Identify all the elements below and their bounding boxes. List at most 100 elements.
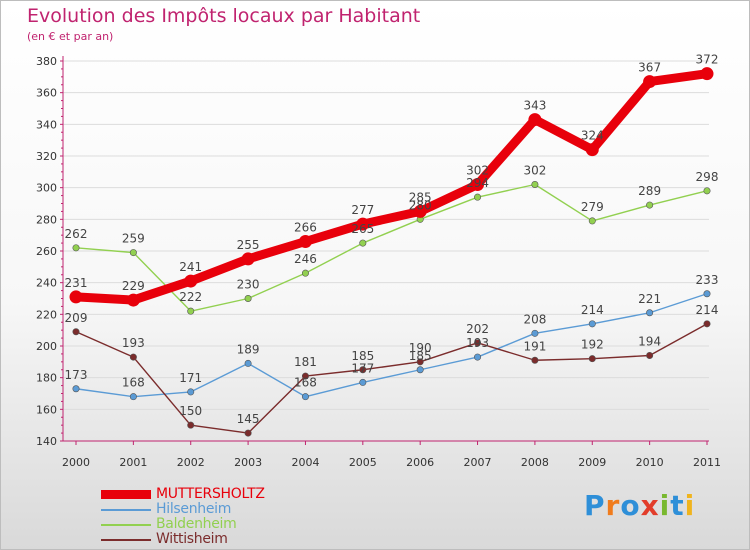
data-point-hilsenheim (244, 359, 252, 367)
data-point-wittisheim (703, 320, 711, 328)
data-label-baldenheim: 298 (696, 170, 719, 184)
y-tick-label: 160 (36, 403, 57, 416)
data-label-baldenheim: 230 (237, 278, 260, 292)
x-tick-label: 2008 (521, 456, 549, 469)
series-line-muttersholtz (71, 69, 712, 305)
data-label-wittisheim: 193 (122, 336, 145, 350)
data-point-baldenheim (129, 249, 137, 257)
data-label-muttersholtz: 324 (581, 129, 604, 143)
data-label-baldenheim: 302 (523, 164, 546, 178)
y-tick-label: 300 (36, 182, 57, 195)
data-point-wittisheim (301, 372, 309, 380)
data-point-baldenheim (588, 217, 596, 225)
data-label-baldenheim: 279 (581, 200, 604, 214)
data-label-hilsenheim: 168 (122, 376, 145, 390)
y-tick-label: 180 (36, 372, 57, 385)
data-label-wittisheim: 191 (523, 339, 546, 353)
data-point-baldenheim (703, 187, 711, 195)
x-tick-label: 2007 (464, 456, 492, 469)
data-label-wittisheim: 194 (638, 335, 661, 349)
data-label-hilsenheim: 173 (65, 368, 88, 382)
data-point-wittisheim (244, 429, 252, 437)
data-label-muttersholtz: 302 (466, 164, 489, 178)
y-tick-label: 380 (36, 55, 57, 68)
data-label-wittisheim: 192 (581, 338, 604, 352)
data-point-muttersholtz (298, 235, 312, 248)
data-point-baldenheim (72, 244, 80, 252)
data-point-wittisheim (474, 339, 482, 347)
data-point-hilsenheim (72, 385, 80, 393)
data-point-baldenheim (474, 193, 482, 201)
legend-label: Wittisheim (156, 531, 228, 547)
data-label-muttersholtz: 285 (409, 190, 432, 204)
series-line-wittisheim (75, 323, 708, 434)
data-point-muttersholtz (471, 178, 485, 191)
data-point-hilsenheim (416, 366, 424, 374)
legend-label: Baldenheim (156, 516, 237, 532)
data-label-muttersholtz: 343 (523, 99, 546, 113)
series-line-hilsenheim (75, 293, 708, 398)
data-label-hilsenheim: 193 (466, 336, 489, 350)
data-label-wittisheim: 202 (466, 322, 489, 336)
data-point-hilsenheim (474, 353, 482, 361)
data-label-hilsenheim: 208 (523, 312, 546, 326)
data-label-hilsenheim: 214 (581, 303, 604, 317)
chart-subtitle: (en € et par an) (27, 30, 114, 43)
y-tick-label: 360 (36, 87, 57, 100)
data-point-muttersholtz (356, 217, 370, 231)
x-tick-label: 2006 (406, 456, 434, 469)
x-tick-label: 2005 (349, 456, 377, 469)
data-label-muttersholtz: 372 (696, 53, 719, 67)
data-point-muttersholtz (643, 75, 657, 89)
legend-item-baldenheim: Baldenheim (101, 517, 265, 532)
data-point-wittisheim (359, 366, 367, 374)
data-label-wittisheim: 145 (237, 412, 260, 426)
data-label-hilsenheim: 185 (409, 349, 432, 363)
data-label-muttersholtz: 367 (638, 61, 661, 75)
data-label-hilsenheim: 221 (638, 292, 661, 306)
data-point-wittisheim (588, 355, 596, 363)
legend-item-muttersholtz: MUTTERSHOLTZ (101, 487, 265, 502)
data-label-hilsenheim: 189 (237, 342, 260, 356)
x-tick-label: 2009 (578, 456, 606, 469)
legend-swatch (101, 508, 151, 511)
data-point-baldenheim (359, 239, 367, 247)
data-point-hilsenheim (703, 290, 711, 298)
data-label-baldenheim: 259 (122, 232, 145, 246)
data-label-wittisheim: 181 (294, 355, 317, 369)
legend-item-wittisheim: Wittisheim (101, 532, 265, 547)
data-label-muttersholtz: 277 (351, 203, 374, 217)
data-point-baldenheim (301, 269, 309, 277)
y-tick-label: 280 (36, 213, 57, 226)
y-tick-label: 220 (36, 308, 57, 321)
data-label-wittisheim: 214 (696, 303, 719, 317)
data-point-hilsenheim (646, 309, 654, 317)
data-point-muttersholtz (413, 204, 427, 218)
data-label-muttersholtz: 231 (65, 276, 88, 290)
data-label-hilsenheim: 233 (696, 273, 719, 287)
data-point-muttersholtz (126, 293, 140, 307)
x-tick-label: 2002 (177, 456, 205, 469)
data-label-muttersholtz: 241 (179, 260, 202, 274)
y-tick-label: 200 (36, 340, 57, 353)
data-point-wittisheim (187, 421, 195, 429)
data-point-baldenheim (646, 201, 654, 209)
data-label-baldenheim: 246 (294, 252, 317, 266)
legend-label: MUTTERSHOLTZ (156, 486, 265, 502)
data-point-wittisheim (416, 358, 424, 366)
data-label-muttersholtz: 255 (237, 238, 260, 252)
data-label-hilsenheim: 171 (179, 371, 202, 385)
data-point-hilsenheim (187, 388, 195, 396)
data-label-baldenheim: 280 (409, 198, 432, 212)
data-point-wittisheim (531, 356, 539, 364)
legend-swatch (101, 523, 151, 526)
chart-legend: MUTTERSHOLTZ Hilsenheim Baldenheim Wittishe… (101, 487, 265, 547)
data-point-muttersholtz (184, 274, 198, 288)
data-point-baldenheim (531, 181, 539, 189)
data-point-baldenheim (187, 307, 195, 315)
y-tick-label: 340 (36, 118, 57, 131)
legend-swatch (101, 538, 151, 541)
data-point-hilsenheim (129, 393, 137, 401)
